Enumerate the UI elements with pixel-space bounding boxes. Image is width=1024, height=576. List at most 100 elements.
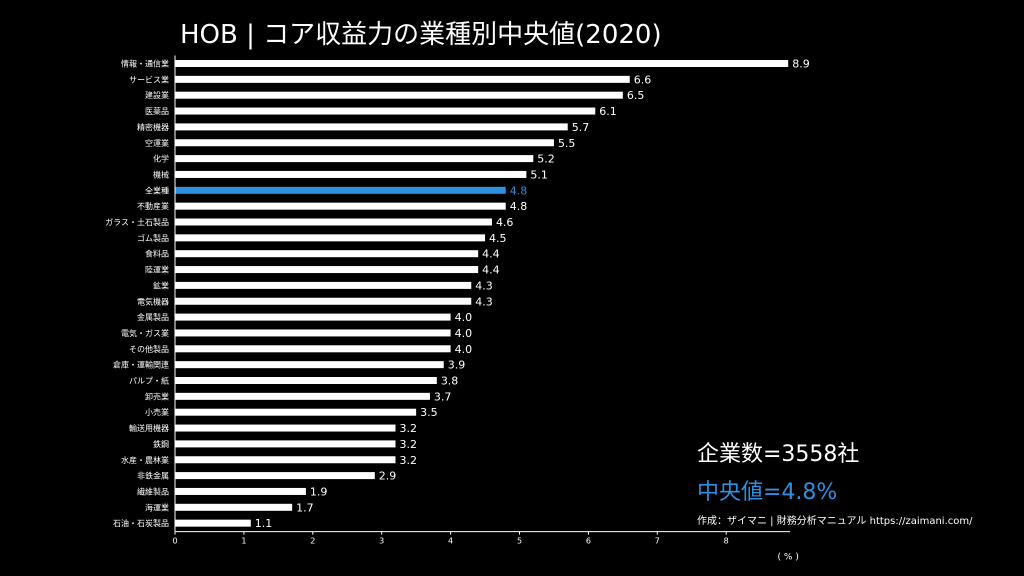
x-tick-label: 2 [310,537,315,546]
category-label: 陸運業 [145,265,169,275]
bars-group [175,60,789,527]
category-label: 海運業 [145,502,169,512]
category-label: 食料品 [145,249,169,259]
value-label: 3.2 [399,454,417,467]
category-label: 非鉄金属 [137,471,169,481]
bar [175,123,568,131]
category-label: 電気・ガス業 [121,328,169,338]
x-axis: 0 1 2 3 4 5 6 7 8 ( % ) [172,55,799,563]
category-label: 繊維製品 [137,486,169,496]
value-label: 4.3 [475,295,493,308]
category-label: その他製品 [129,344,169,354]
bar [175,408,417,416]
bar [175,313,451,321]
value-label: 4.3 [475,279,493,292]
value-label: 5.7 [572,121,590,134]
value-label: 4.0 [455,343,473,356]
category-label: 卸売業 [145,391,169,401]
category-label: 鉱業 [153,280,169,290]
category-label: サービス業 [129,74,169,84]
category-label: パルプ・紙 [129,376,169,386]
x-tick-label: 6 [586,537,591,546]
category-label: 精密機器 [137,122,169,132]
bar [175,440,396,448]
value-label: 3.7 [434,390,452,403]
bar [175,170,527,178]
value-label: 1.1 [255,517,272,530]
value-label: 4.5 [489,232,507,245]
bar [175,234,486,242]
category-label: 医薬品 [145,106,169,116]
value-label: 3.8 [441,375,459,388]
bar [175,377,437,384]
bar [175,91,623,99]
bar [175,392,430,400]
value-label: 3.5 [420,406,438,419]
value-label: 3.9 [448,359,466,372]
category-label: 水産・農林業 [121,455,169,465]
x-tick-label: 4 [448,537,453,546]
bar [175,345,451,353]
x-tick-label: 8 [724,537,729,546]
category-label: 全業種 [145,185,169,195]
value-label: 4.6 [496,216,514,229]
x-axis-label: ( % ) [778,553,799,563]
value-label: 4.8 [510,184,527,197]
value-label: 4.4 [482,248,500,261]
category-label: 倉庫・運輸関連 [113,360,169,370]
x-tick-label: 5 [517,537,522,546]
bar [175,155,534,163]
value-label: 4.8 [510,200,527,213]
bar [175,487,306,495]
category-label: 輸送用機器 [129,423,169,433]
category-label: 鉄鋼 [153,439,169,449]
category-label: 不動産業 [137,201,169,211]
bar [175,456,396,464]
category-label: 情報・通信業 [121,59,169,69]
bar [175,75,630,83]
company-count: 企業数=3558社 [697,442,860,467]
bar [175,202,506,210]
value-label: 2.9 [379,470,397,483]
category-label: 化学 [153,154,169,164]
bar [175,281,472,289]
value-label: 4.4 [482,264,500,277]
value-label: 6.5 [627,89,645,102]
bar [175,503,293,511]
bar [175,297,472,305]
value-label: 4.0 [455,327,473,340]
bar [175,139,554,147]
category-label: ガラス・土石製品 [105,217,169,227]
category-label: ゴム製品 [137,233,169,243]
bar [175,186,506,194]
median-value: 中央値=4.8% [697,480,838,505]
category-label: 電気機器 [137,296,169,306]
category-label: 小売業 [145,407,169,417]
category-label: 空運業 [145,138,169,148]
x-tick-label: 1 [241,537,246,546]
bar [175,266,479,274]
x-tick-label: 3 [379,537,384,546]
bar [175,361,444,369]
value-label: 3.2 [399,422,417,435]
value-label: 6.6 [634,73,652,86]
bar [175,329,451,337]
value-label: 1.7 [296,501,314,514]
value-label: 8.9 [792,58,810,71]
category-label: 機械 [153,169,169,179]
bar [175,472,375,480]
bar [175,519,251,527]
category-label: 金属製品 [137,312,169,322]
value-label: 5.2 [537,153,555,166]
value-labels: 8.96.66.56.15.75.55.25.14.84.84.64.54.44… [255,58,810,531]
x-tick-label: 0 [172,537,177,546]
value-label: 1.9 [310,485,328,498]
value-label: 3.2 [399,438,417,451]
value-label: 4.0 [455,311,473,324]
category-labels: 情報・通信業サービス業建設業医薬品精密機器空運業化学機械全業種不動産業ガラス・土… [105,59,169,529]
credit-text: 作成：ザイマニ | 財務分析マニュアル https://zaimani.com/ [697,516,973,527]
bar [175,107,596,115]
chart-title: HOB | コア収益力の業種別中央値(2020) [180,20,662,50]
value-label: 5.5 [558,137,576,150]
